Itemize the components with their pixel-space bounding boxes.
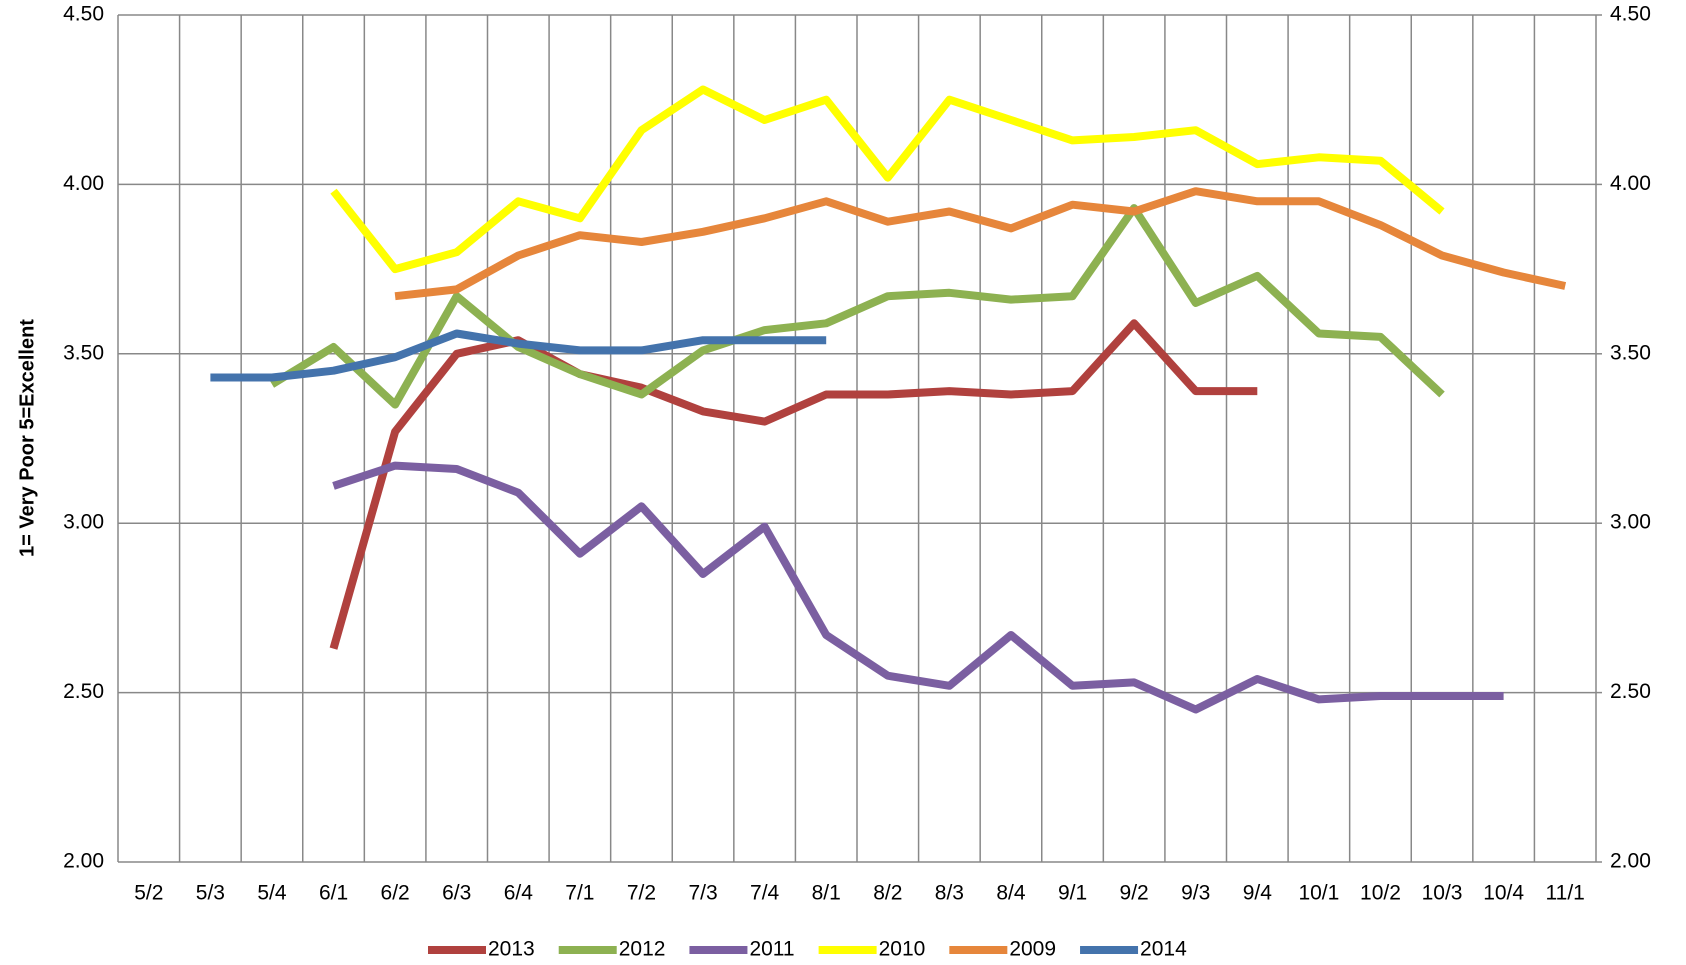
y2-tick-label: 4.00 bbox=[1610, 172, 1651, 195]
y-tick-label: 4.00 bbox=[63, 172, 104, 195]
x-tick-label: 5/4 bbox=[257, 882, 287, 905]
legend-label: 2009 bbox=[1009, 938, 1056, 961]
x-tick-label: 6/2 bbox=[381, 882, 410, 905]
y-axis-label: 1= Very Poor 5=Excellent bbox=[16, 319, 38, 557]
x-tick-label: 10/3 bbox=[1422, 882, 1463, 905]
x-tick-label: 9/1 bbox=[1058, 882, 1087, 905]
x-tick-label: 5/3 bbox=[196, 882, 225, 905]
x-tick-label: 10/4 bbox=[1483, 882, 1524, 905]
legend-label: 2011 bbox=[749, 938, 794, 961]
x-tick-label: 10/1 bbox=[1298, 882, 1339, 905]
x-tick-label: 8/3 bbox=[935, 882, 964, 905]
x-tick-label: 11/1 bbox=[1546, 882, 1585, 905]
x-tick-label: 10/2 bbox=[1360, 882, 1401, 905]
x-tick-label: 7/1 bbox=[565, 882, 594, 905]
x-tick-label: 6/3 bbox=[442, 882, 471, 905]
y2-tick-label: 4.50 bbox=[1610, 3, 1651, 26]
y2-tick-label: 3.00 bbox=[1610, 511, 1651, 534]
series-line bbox=[330, 85, 1445, 274]
x-tick-label: 5/2 bbox=[134, 882, 163, 905]
series-line bbox=[329, 319, 1258, 650]
series-line bbox=[332, 461, 1504, 714]
y2-tick-label: 2.50 bbox=[1610, 680, 1651, 703]
x-tick-label: 8/2 bbox=[873, 882, 902, 905]
y-tick-label: 3.00 bbox=[63, 511, 104, 534]
y2-tick-label: 2.00 bbox=[1610, 850, 1651, 873]
y-tick-label: 2.00 bbox=[63, 850, 104, 873]
y-tick-label: 3.50 bbox=[63, 341, 104, 364]
x-tick-label: 7/2 bbox=[627, 882, 656, 905]
legend-label: 2014 bbox=[1140, 938, 1187, 961]
x-tick-label: 6/4 bbox=[504, 882, 534, 905]
x-tick-label: 8/1 bbox=[812, 882, 841, 905]
y-tick-label: 4.50 bbox=[63, 3, 104, 26]
series-line bbox=[269, 204, 1445, 409]
y2-tick-label: 3.50 bbox=[1610, 341, 1651, 364]
series-line bbox=[394, 187, 1567, 301]
legend-label: 2010 bbox=[879, 938, 926, 961]
x-tick-label: 9/2 bbox=[1120, 882, 1149, 905]
x-tick-label: 9/4 bbox=[1243, 882, 1273, 905]
x-tick-label: 7/4 bbox=[750, 882, 780, 905]
legend-label: 2013 bbox=[488, 938, 535, 961]
x-tick-label: 6/1 bbox=[319, 882, 348, 905]
x-tick-label: 7/3 bbox=[688, 882, 717, 905]
series-line bbox=[210, 329, 827, 382]
legend-label: 2012 bbox=[619, 938, 666, 961]
x-tick-label: 9/3 bbox=[1181, 882, 1210, 905]
x-tick-label: 8/4 bbox=[996, 882, 1026, 905]
y-tick-label: 2.50 bbox=[63, 680, 104, 703]
